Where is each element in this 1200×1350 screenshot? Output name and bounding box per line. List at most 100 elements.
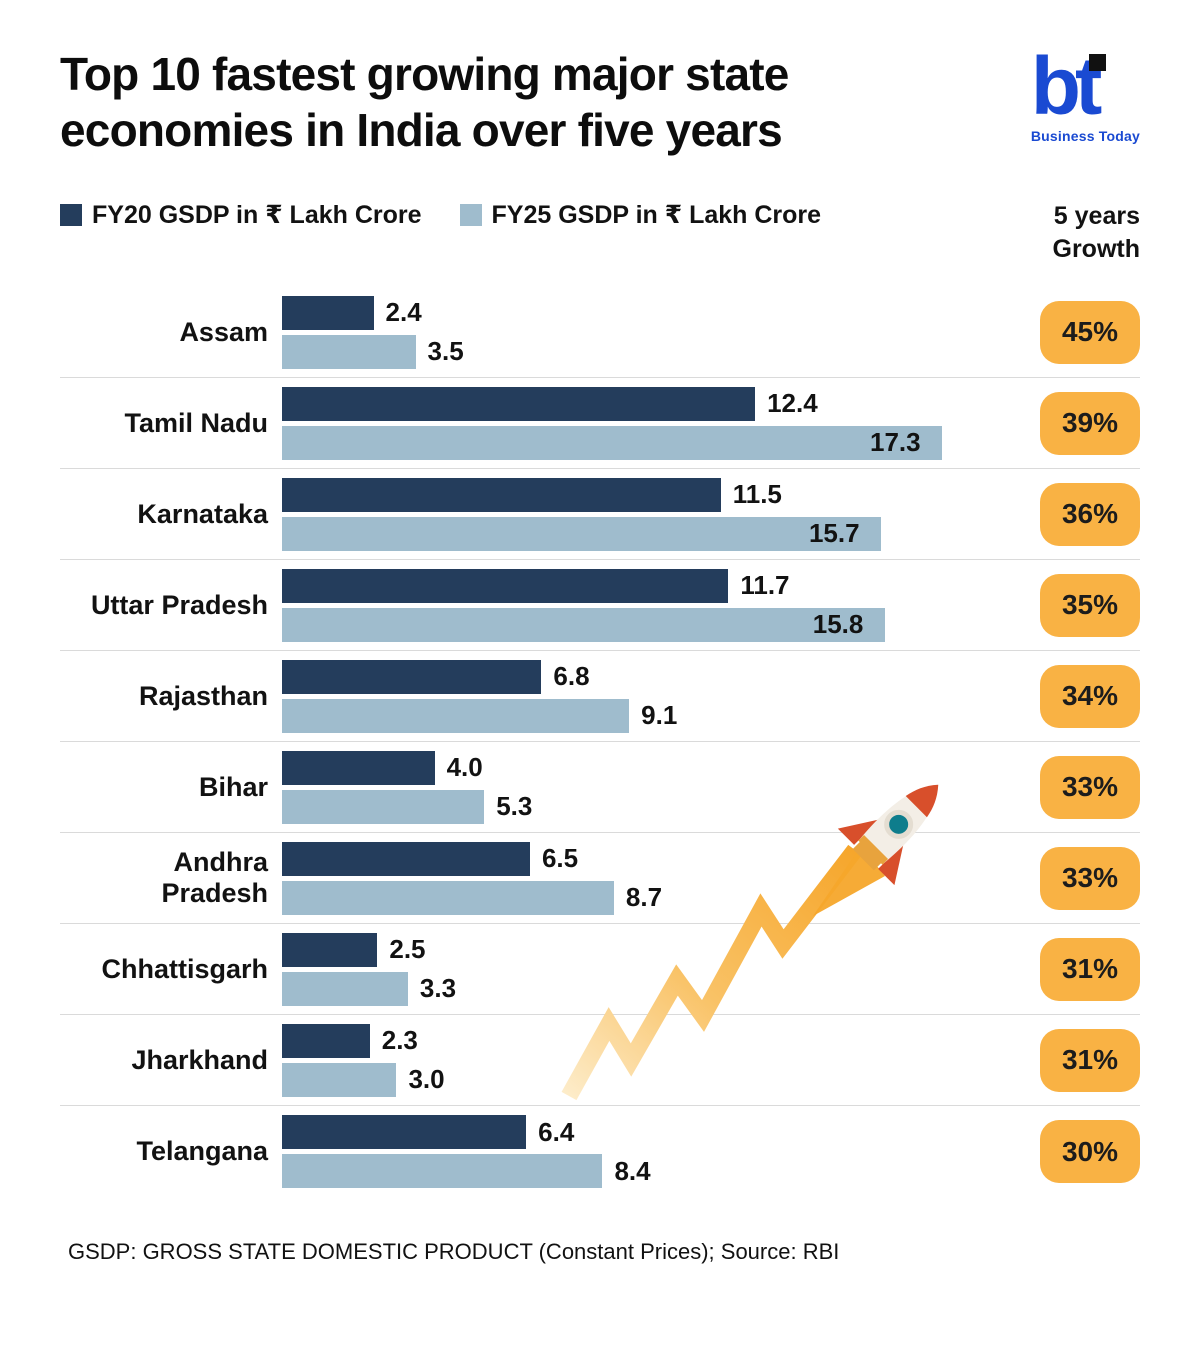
fy25-value: 3.5 bbox=[427, 336, 464, 367]
chart-row: Bihar 4.0 5.3 33% bbox=[60, 742, 1140, 834]
fy20-bar bbox=[282, 295, 374, 330]
growth-badge: 33% bbox=[1040, 846, 1140, 910]
fy25-bar-line: 9.1 bbox=[282, 698, 942, 733]
fy20-bar-line: 6.4 bbox=[282, 1115, 942, 1150]
bar-group: 12.4 17.3 bbox=[282, 386, 942, 460]
fy25-value: 5.3 bbox=[496, 791, 533, 822]
fy20-bar bbox=[282, 932, 378, 967]
state-label: Telangana bbox=[136, 1136, 268, 1167]
fy25-swatch-icon bbox=[459, 204, 482, 227]
fy25-bar-line: 15.8 bbox=[282, 607, 942, 642]
fy20-bar-line: 2.3 bbox=[282, 1023, 942, 1058]
fy25-bar-line: 5.3 bbox=[282, 789, 942, 824]
bar-group: 11.7 15.8 bbox=[282, 568, 942, 642]
legend-item-fy25: FY25 GSDP in ₹ Lakh Crore bbox=[459, 200, 822, 230]
bar-group: 2.3 3.0 bbox=[282, 1023, 942, 1097]
legend: FY20 GSDP in ₹ Lakh Crore FY25 GSDP in ₹… bbox=[60, 200, 821, 230]
state-label: Rajasthan bbox=[138, 680, 268, 711]
fy20-bar bbox=[282, 1023, 370, 1058]
legend-row: FY20 GSDP in ₹ Lakh Crore FY25 GSDP in ₹… bbox=[60, 200, 1140, 265]
fy20-bar bbox=[282, 659, 542, 694]
fy25-bar-line: 8.4 bbox=[282, 1154, 942, 1189]
fy25-bar-line: 15.7 bbox=[282, 516, 942, 551]
fy25-bar-line: 8.7 bbox=[282, 880, 942, 915]
fy20-value: 12.4 bbox=[767, 388, 818, 419]
state-label: Bihar bbox=[198, 771, 268, 802]
state-label: Jharkhand bbox=[131, 1044, 268, 1075]
fy20-value: 2.4 bbox=[385, 297, 422, 328]
bar-group: 6.8 9.1 bbox=[282, 659, 942, 733]
fy20-value: 2.5 bbox=[389, 934, 426, 965]
state-label: Tamil Nadu bbox=[124, 407, 268, 438]
growth-badge: 33% bbox=[1040, 755, 1140, 819]
header: Top 10 fastest growing major state econo… bbox=[60, 46, 1140, 158]
growth-badge: 30% bbox=[1040, 1120, 1140, 1184]
fy20-bar-line: 2.5 bbox=[282, 932, 942, 967]
legend-item-fy20: FY20 GSDP in ₹ Lakh Crore bbox=[60, 200, 422, 230]
fy25-bar bbox=[282, 334, 416, 369]
fy25-bar bbox=[282, 789, 485, 824]
fy25-value: 8.7 bbox=[625, 882, 663, 913]
title-line-1: Top 10 fastest growing major state bbox=[60, 48, 789, 100]
growth-badge: 34% bbox=[1040, 664, 1140, 728]
fy20-bar bbox=[282, 386, 756, 421]
fy25-value: 3.3 bbox=[419, 973, 457, 1004]
state-label: Uttar Pradesh bbox=[90, 589, 268, 620]
fy25-value: 15.7 bbox=[808, 518, 860, 549]
fy25-bar bbox=[282, 880, 614, 915]
fy25-bar bbox=[282, 516, 881, 551]
chart-rows: Assam 2.4 3.5 45% Tamil Nadu 12.4 17.3 bbox=[60, 287, 1140, 1197]
fy20-value: 2.3 bbox=[381, 1025, 418, 1056]
fy20-legend-label: FY20 GSDP in ₹ Lakh Crore bbox=[92, 201, 422, 230]
fy25-legend-label: FY25 GSDP in ₹ Lakh Crore bbox=[491, 201, 822, 230]
growth-column-header: 5 years Growth bbox=[1053, 200, 1141, 265]
state-label: Andhra Pradesh bbox=[161, 847, 268, 909]
fy25-bar bbox=[282, 698, 630, 733]
growth-header-line-2: Growth bbox=[1052, 234, 1141, 263]
chart-row: Uttar Pradesh 11.7 15.8 35% bbox=[60, 560, 1140, 652]
fy25-value: 17.3 bbox=[870, 427, 921, 458]
title-line-2: economies in India over five years bbox=[60, 104, 783, 157]
business-today-logo: bt Business Today bbox=[1031, 46, 1140, 144]
fy25-bar-line: 3.0 bbox=[282, 1062, 942, 1097]
state-label: Karnataka bbox=[137, 498, 268, 529]
fy25-bar-line: 3.5 bbox=[282, 334, 942, 369]
growth-badge: 31% bbox=[1040, 1028, 1140, 1092]
bar-group: 2.4 3.5 bbox=[282, 295, 942, 369]
fy25-bar bbox=[282, 971, 408, 1006]
bar-group: 6.5 8.7 bbox=[282, 841, 942, 915]
state-label: Assam bbox=[179, 316, 268, 347]
fy25-bar bbox=[282, 1154, 603, 1189]
fy20-bar bbox=[282, 750, 435, 785]
fy20-bar-line: 6.8 bbox=[282, 659, 942, 694]
fy25-bar bbox=[282, 1062, 397, 1097]
fy20-value: 4.0 bbox=[446, 752, 483, 783]
bt-logo-square-icon bbox=[1089, 54, 1107, 71]
fy20-bar bbox=[282, 477, 721, 512]
source-note: GSDP: GROSS STATE DOMESTIC PRODUCT (Cons… bbox=[68, 1239, 840, 1265]
chart-row: Jharkhand 2.3 3.0 31% bbox=[60, 1015, 1140, 1107]
fy20-bar bbox=[282, 1115, 527, 1150]
chart-row: Andhra Pradesh 6.5 8.7 33% bbox=[60, 833, 1140, 925]
growth-badge: 36% bbox=[1040, 482, 1140, 546]
chart-row: Chhattisgarh 2.5 3.3 31% bbox=[60, 924, 1140, 1016]
bar-group: 4.0 5.3 bbox=[282, 750, 942, 824]
fy20-swatch-icon bbox=[60, 204, 82, 227]
logo-subtext: Business Today bbox=[1030, 127, 1140, 144]
fy25-bar bbox=[282, 607, 885, 642]
fy25-bar bbox=[282, 425, 942, 460]
chart-row: Tamil Nadu 12.4 17.3 39% bbox=[60, 378, 1140, 470]
bar-group: 6.4 8.4 bbox=[282, 1115, 942, 1189]
bt-logo-icon: bt bbox=[1031, 46, 1107, 128]
chart-row: Karnataka 11.5 15.7 36% bbox=[60, 469, 1140, 561]
bt-logo-text: bt bbox=[1030, 41, 1102, 132]
fy25-value: 9.1 bbox=[641, 700, 678, 731]
fy20-value: 6.4 bbox=[538, 1116, 575, 1147]
chart-row: Rajasthan 6.8 9.1 34% bbox=[60, 651, 1140, 743]
growth-badge: 39% bbox=[1040, 391, 1140, 455]
growth-badge: 31% bbox=[1040, 937, 1140, 1001]
bar-group: 11.5 15.7 bbox=[282, 477, 942, 551]
fy20-bar-line: 2.4 bbox=[282, 295, 942, 330]
fy25-bar-line: 3.3 bbox=[282, 971, 942, 1006]
bar-group: 2.5 3.3 bbox=[282, 932, 942, 1006]
